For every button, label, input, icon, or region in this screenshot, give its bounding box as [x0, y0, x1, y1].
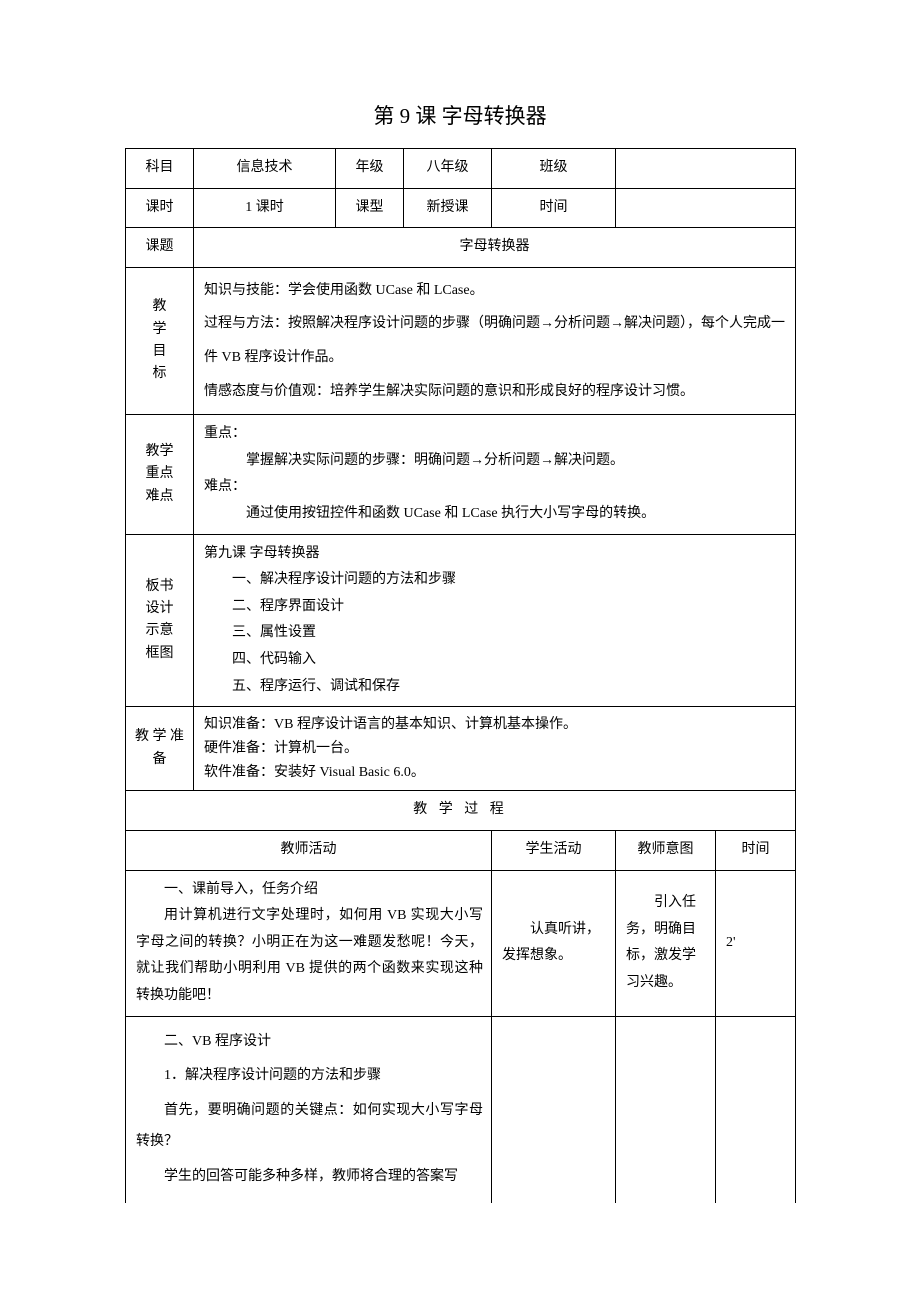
- teacher-header: 教师活动: [126, 831, 492, 871]
- intent-1: 引入任务，明确目标，激发学习兴趣。: [616, 870, 716, 1016]
- type-value: 新授课: [404, 188, 492, 228]
- obj-line3: 情感态度与价值观：培养学生解决实际问题的意识和形成良好的程序设计习惯。: [204, 375, 787, 409]
- board-heading: 第九课 字母转换器: [204, 541, 787, 568]
- objectives-content: 知识与技能：学会使用函数 UCase 和 LCase。 过程与方法：按照解决程序…: [194, 267, 796, 414]
- prep-content: 知识准备：VB 程序设计语言的基本知识、计算机基本操作。 硬件准备：计算机一台。…: [194, 707, 796, 791]
- zd-label: 重点：: [204, 421, 787, 448]
- obj-l4: 标: [134, 363, 185, 385]
- process-row-1: 一、课前导入，任务介绍 用计算机进行文字处理时，如何用 VB 实现大小写字母之间…: [126, 870, 796, 1016]
- obj-line1: 知识与技能：学会使用函数 UCase 和 LCase。: [204, 274, 787, 308]
- meta-row-1: 科目 信息技术 年级 八年级 班级: [126, 149, 796, 189]
- zd-text: 掌握解决实际问题的步骤：明确问题→分析问题→解决问题。: [204, 448, 787, 475]
- teacher-activity-1: 一、课前导入，任务介绍 用计算机进行文字处理时，如何用 VB 实现大小写字母之间…: [126, 870, 492, 1016]
- process-title: 教 学 过 程: [126, 791, 796, 831]
- grade-value: 八年级: [404, 149, 492, 189]
- obj-l2: 学: [134, 319, 185, 341]
- time-1: 2': [716, 870, 796, 1016]
- time-label: 时间: [492, 188, 616, 228]
- keypoints-content: 重点： 掌握解决实际问题的步骤：明确问题→分析问题→解决问题。 难点： 通过使用…: [194, 415, 796, 534]
- subject-label: 科目: [126, 149, 194, 189]
- prep-row: 教 学 准 备 知识准备：VB 程序设计语言的基本知识、计算机基本操作。 硬件准…: [126, 707, 796, 791]
- prep-line3: 软件准备：安装好 Visual Basic 6.0。: [204, 761, 787, 785]
- r2-sub: 1．解决程序设计问题的方法和步骤: [136, 1061, 483, 1092]
- nd-label: 难点：: [204, 474, 787, 501]
- grade-label: 年级: [336, 149, 404, 189]
- r1-body: 用计算机进行文字处理时，如何用 VB 实现大小写字母之间的转换？小明正在为这一难…: [136, 903, 483, 1009]
- r2-p2: 学生的回答可能多种多样，教师将合理的答案写: [136, 1162, 483, 1193]
- board-label: 板书 设计 示意 框图: [126, 534, 194, 707]
- student-header: 学生活动: [492, 831, 616, 871]
- board-i3: 三、属性设置: [204, 620, 787, 647]
- kp-l2: 重点: [134, 463, 185, 485]
- kp-l1: 教学: [134, 441, 185, 463]
- subject-value: 信息技术: [194, 149, 336, 189]
- meta-row-3: 课题 字母转换器: [126, 228, 796, 268]
- intent-header: 教师意图: [616, 831, 716, 871]
- prep-l2: 备: [134, 749, 185, 771]
- r1-title: 一、课前导入，任务介绍: [136, 877, 483, 904]
- board-i1: 一、解决程序设计问题的方法和步骤: [204, 567, 787, 594]
- hours-label: 课时: [126, 188, 194, 228]
- board-i5: 五、程序运行、调试和保存: [204, 674, 787, 701]
- objectives-label: 教 学 目 标: [126, 267, 194, 414]
- type-label: 课型: [336, 188, 404, 228]
- prep-label: 教 学 准 备: [126, 707, 194, 791]
- student-activity-2: [492, 1016, 616, 1202]
- board-content: 第九课 字母转换器 一、解决程序设计问题的方法和步骤 二、程序界面设计 三、属性…: [194, 534, 796, 707]
- nd-text: 通过使用按钮控件和函数 UCase 和 LCase 执行大小写字母的转换。: [204, 501, 787, 528]
- topic-label: 课题: [126, 228, 194, 268]
- class-label: 班级: [492, 149, 616, 189]
- student-activity-1: 认真听讲，发挥想象。: [492, 870, 616, 1016]
- prep-line1: 知识准备：VB 程序设计语言的基本知识、计算机基本操作。: [204, 713, 787, 737]
- time-2: [716, 1016, 796, 1202]
- obj-line2: 过程与方法：按照解决程序设计问题的步骤（明确问题→分析问题→解决问题），每个人完…: [204, 307, 787, 374]
- keypoints-row: 教学 重点 难点 重点： 掌握解决实际问题的步骤：明确问题→分析问题→解决问题。…: [126, 415, 796, 534]
- r2-title: 二、VB 程序设计: [136, 1027, 483, 1058]
- r1-student: 认真听讲，发挥想象。: [502, 917, 607, 970]
- board-i2: 二、程序界面设计: [204, 594, 787, 621]
- process-row-2: 二、VB 程序设计 1．解决程序设计问题的方法和步骤 首先，要明确问题的关键点：…: [126, 1016, 796, 1202]
- topic-value: 字母转换器: [194, 228, 796, 268]
- intent-2: [616, 1016, 716, 1202]
- process-header-row: 教师活动 学生活动 教师意图 时间: [126, 831, 796, 871]
- r1-intent: 引入任务，明确目标，激发学习兴趣。: [626, 890, 707, 996]
- meta-row-2: 课时 1 课时 课型 新授课 时间: [126, 188, 796, 228]
- lesson-plan-table: 科目 信息技术 年级 八年级 班级 课时 1 课时 课型 新授课 时间 课题 字…: [125, 148, 796, 1203]
- process-title-row: 教 学 过 程: [126, 791, 796, 831]
- hours-value: 1 课时: [194, 188, 336, 228]
- keypoints-label: 教学 重点 难点: [126, 415, 194, 534]
- prep-l1: 教 学 准: [134, 726, 185, 748]
- page-title: 第 9 课 字母转换器: [125, 100, 795, 130]
- teacher-activity-2: 二、VB 程序设计 1．解决程序设计问题的方法和步骤 首先，要明确问题的关键点：…: [126, 1016, 492, 1202]
- time-value: [616, 188, 796, 228]
- r2-p1: 首先，要明确问题的关键点：如何实现大小写字母转换？: [136, 1096, 483, 1158]
- obj-l3: 目: [134, 341, 185, 363]
- board-i4: 四、代码输入: [204, 647, 787, 674]
- bd-l1: 板书: [134, 576, 185, 598]
- board-row: 板书 设计 示意 框图 第九课 字母转换器 一、解决程序设计问题的方法和步骤 二…: [126, 534, 796, 707]
- bd-l3: 示意: [134, 620, 185, 642]
- bd-l2: 设计: [134, 598, 185, 620]
- class-value: [616, 149, 796, 189]
- objectives-row: 教 学 目 标 知识与技能：学会使用函数 UCase 和 LCase。 过程与方…: [126, 267, 796, 414]
- kp-l3: 难点: [134, 486, 185, 508]
- prep-line2: 硬件准备：计算机一台。: [204, 737, 787, 761]
- time-header: 时间: [716, 831, 796, 871]
- obj-l1: 教: [134, 296, 185, 318]
- bd-l4: 框图: [134, 643, 185, 665]
